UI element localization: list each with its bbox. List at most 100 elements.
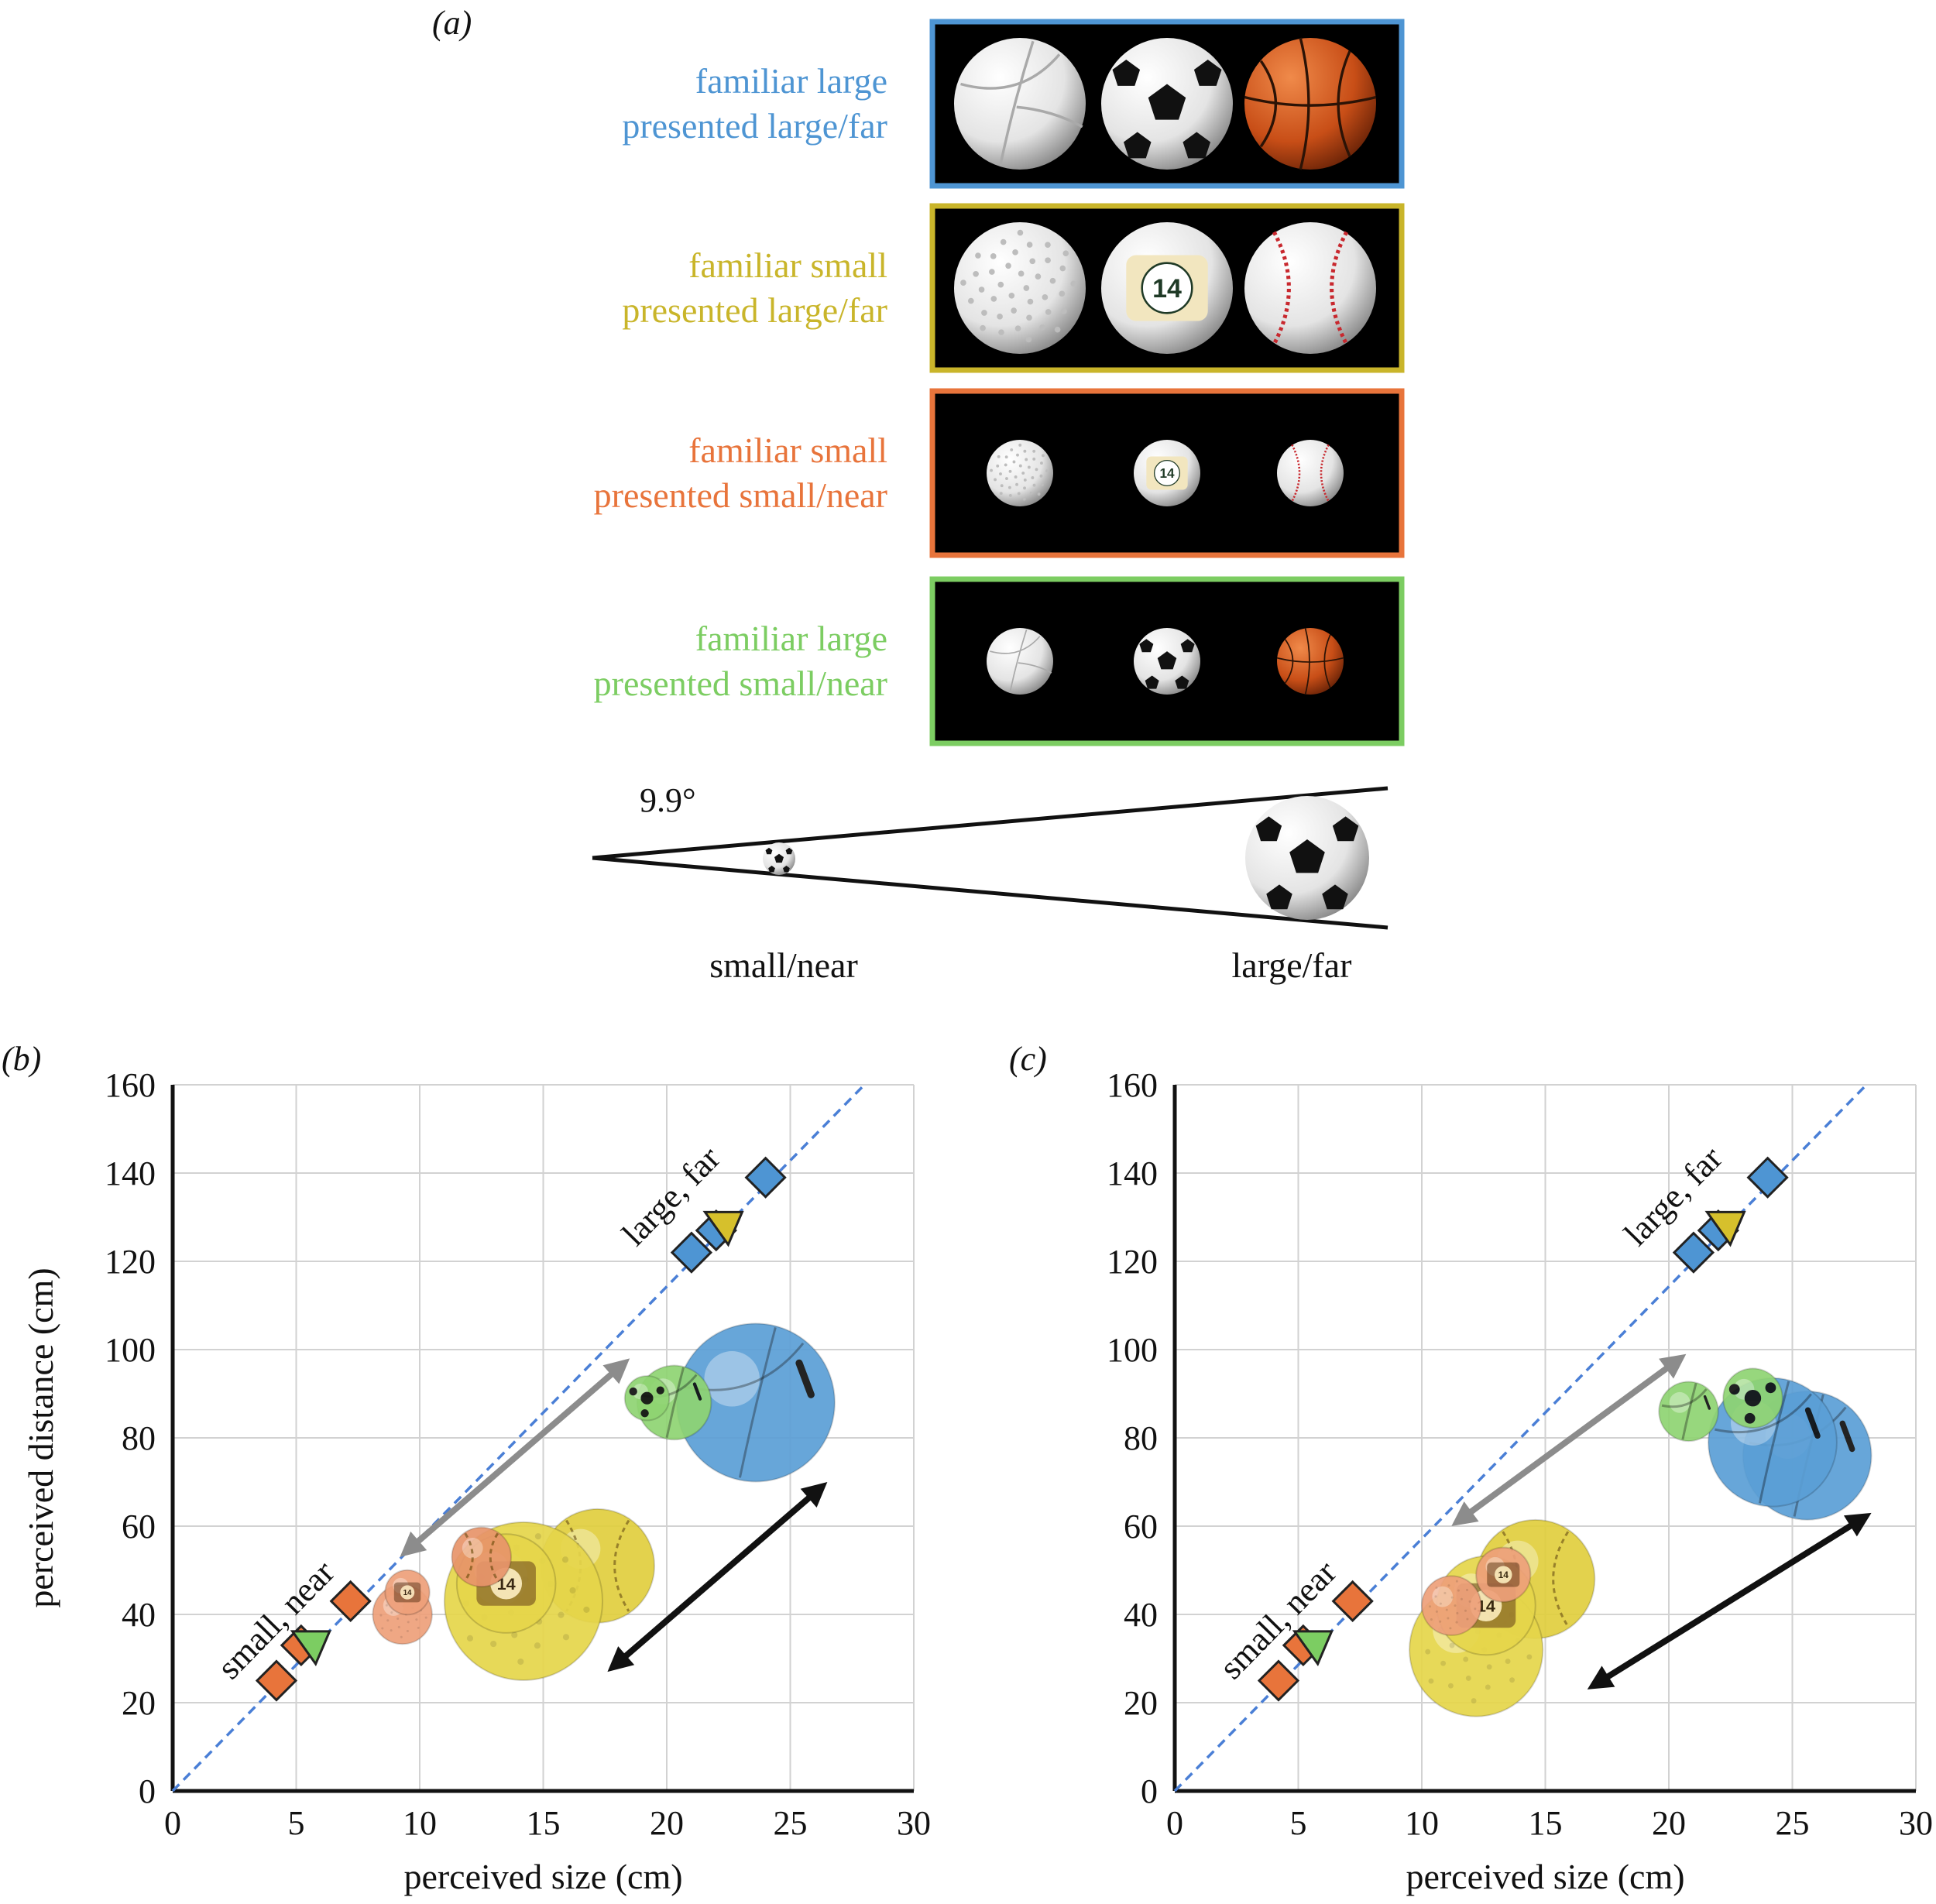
soccer-ball-icon bbox=[1134, 628, 1200, 695]
svg-text:14: 14 bbox=[403, 1589, 412, 1597]
panel-a-label: (a) bbox=[432, 4, 472, 42]
volleyball-ball-icon bbox=[1742, 1390, 1872, 1521]
data-point-diamond bbox=[744, 1156, 787, 1199]
condition-label-line2: presented large/far bbox=[622, 290, 887, 330]
near-label: small/near bbox=[709, 945, 858, 985]
data-point-diamond bbox=[670, 1231, 713, 1274]
baseball-ball-icon bbox=[451, 1526, 513, 1588]
far-soccer-ball-icon bbox=[1245, 796, 1369, 920]
x-tick-label: 15 bbox=[1529, 1804, 1563, 1842]
x-tick-label: 0 bbox=[1166, 1804, 1183, 1842]
x-axis-label: perceived size (cm) bbox=[1406, 1857, 1684, 1896]
y-tick-label: 140 bbox=[105, 1154, 156, 1192]
condition-label-line1: familiar large bbox=[695, 61, 887, 101]
y-tick-label: 20 bbox=[1124, 1684, 1158, 1722]
data-point-diamond bbox=[695, 1209, 737, 1252]
condition-row: familiar small presented small/near 14 bbox=[594, 388, 1405, 558]
volleyball-ball-icon bbox=[987, 628, 1053, 695]
volleyball-ball-icon bbox=[1708, 1377, 1838, 1508]
angle-lower-ray bbox=[592, 856, 1388, 930]
x-tick-label: 25 bbox=[774, 1804, 808, 1842]
billiard-ball-icon: 14 bbox=[384, 1569, 431, 1616]
panel-label: (c) bbox=[1009, 1040, 1047, 1078]
y-tick-label: 120 bbox=[1107, 1243, 1158, 1281]
y-tick-label: 100 bbox=[105, 1331, 156, 1369]
volleyball-ball-icon bbox=[636, 1364, 712, 1441]
soccer-ball-icon bbox=[1101, 38, 1233, 170]
volleyball-ball-icon bbox=[954, 38, 1086, 170]
x-tick-label: 25 bbox=[1776, 1804, 1810, 1842]
x-tick-label: 15 bbox=[527, 1804, 561, 1842]
soccer-ball-icon bbox=[763, 842, 795, 875]
billiard-ball-icon: 14 bbox=[1436, 1555, 1536, 1656]
data-point-diamond bbox=[255, 1659, 298, 1702]
condition-label-line1: familiar small bbox=[688, 245, 887, 285]
basketball-ball-icon bbox=[1244, 37, 1377, 170]
y-axis-label: perceived distance (cm) bbox=[21, 1268, 60, 1607]
data-point-diamond bbox=[1672, 1231, 1715, 1274]
billiard-ball-icon: 14 bbox=[1475, 1546, 1532, 1603]
y-tick-label: 100 bbox=[1107, 1331, 1158, 1369]
data-point-diamond bbox=[280, 1624, 323, 1667]
y-tick-label: 120 bbox=[105, 1243, 156, 1281]
soccer-ball-icon bbox=[1722, 1367, 1783, 1429]
condition-row: familiar small presented large/far 14 bbox=[622, 203, 1405, 373]
baseball-ball-icon bbox=[1244, 222, 1376, 354]
data-point-diamond bbox=[1746, 1156, 1789, 1199]
y-tick-label: 80 bbox=[122, 1419, 156, 1457]
x-tick-label: 20 bbox=[1652, 1804, 1686, 1842]
data-point-diamond bbox=[1257, 1659, 1300, 1702]
x-tick-label: 10 bbox=[1405, 1804, 1439, 1842]
y-tick-label: 80 bbox=[1124, 1419, 1158, 1457]
annotation-label: small, near bbox=[210, 1553, 342, 1686]
volleyball-ball-icon bbox=[675, 1323, 836, 1483]
double-arrow bbox=[1587, 1512, 1872, 1690]
golf-ball-icon bbox=[372, 1583, 433, 1645]
baseball-ball-icon bbox=[540, 1508, 656, 1624]
golf-ball-icon bbox=[1409, 1582, 1544, 1717]
basketball-ball-icon bbox=[1276, 627, 1344, 695]
double-arrow bbox=[607, 1482, 828, 1672]
far-label: large/far bbox=[1232, 945, 1352, 985]
angle-upper-ray bbox=[592, 786, 1388, 860]
near-soccer-ball-icon bbox=[763, 842, 795, 875]
x-tick-label: 0 bbox=[164, 1804, 181, 1842]
svg-text:14: 14 bbox=[1152, 274, 1182, 304]
svg-text:14: 14 bbox=[1159, 465, 1175, 481]
golf-ball-icon bbox=[954, 222, 1086, 354]
data-point-triangle bbox=[290, 1630, 331, 1666]
y-tick-label: 160 bbox=[1107, 1066, 1158, 1104]
condition-label-line1: familiar large bbox=[695, 619, 887, 658]
double-arrow bbox=[1451, 1353, 1687, 1526]
svg-text:14: 14 bbox=[497, 1574, 516, 1594]
condition-row: familiar large presented small/near bbox=[594, 576, 1405, 746]
double-arrow bbox=[400, 1358, 630, 1557]
annotation-label: large, far bbox=[1617, 1139, 1730, 1253]
panel-label: (b) bbox=[2, 1040, 41, 1078]
volleyball-ball-icon bbox=[1658, 1381, 1719, 1443]
reference-line bbox=[1173, 1083, 1868, 1793]
reference-line bbox=[171, 1083, 866, 1793]
condition-row: familiar large presented large/far bbox=[622, 19, 1405, 189]
y-tick-label: 0 bbox=[139, 1772, 156, 1810]
y-tick-label: 160 bbox=[105, 1066, 156, 1104]
annotation-label: large, far bbox=[615, 1139, 728, 1253]
golf-ball-icon bbox=[443, 1521, 604, 1681]
y-tick-label: 140 bbox=[1107, 1154, 1158, 1192]
baseball-ball-icon bbox=[1475, 1518, 1596, 1639]
svg-text:14: 14 bbox=[1498, 1570, 1509, 1580]
data-point-triangle bbox=[702, 1210, 744, 1247]
x-tick-label: 5 bbox=[1290, 1804, 1307, 1842]
billiard-ball-icon: 14 bbox=[455, 1533, 557, 1634]
x-tick-label: 20 bbox=[650, 1804, 684, 1842]
soccer-ball-icon bbox=[1245, 796, 1369, 920]
condition-label-line1: familiar small bbox=[688, 431, 887, 470]
y-tick-label: 60 bbox=[122, 1508, 156, 1545]
data-point-triangle bbox=[1704, 1210, 1746, 1247]
condition-label-line2: presented small/near bbox=[594, 664, 887, 703]
y-tick-label: 60 bbox=[1124, 1508, 1158, 1545]
data-point-diamond bbox=[329, 1580, 372, 1623]
y-tick-label: 20 bbox=[122, 1684, 156, 1722]
